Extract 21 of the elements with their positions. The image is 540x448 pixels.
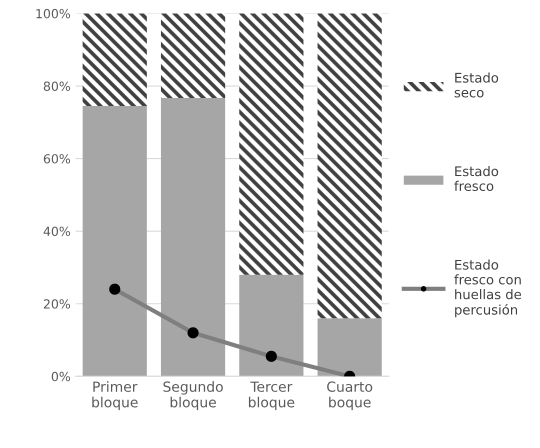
bar [318,318,382,376]
y-tick-label: 20% [44,299,70,309]
x-tick-label: Tercer bloque [248,382,294,410]
bar [160,13,226,98]
bar [160,98,226,376]
y-tick-label: 60% [44,154,70,164]
bar [82,13,147,106]
x-tick-label: Segundo bloque [163,381,223,410]
legend-label: Estado fresco [454,166,498,192]
bar [318,13,382,318]
bar [82,106,147,376]
x-tick-label: Cuarto boque [327,381,372,410]
bar [239,13,304,275]
legend-label: Estado fresco con huellas de percusión [454,260,522,318]
bar [239,274,304,376]
x-tick-label: Primer bloque [92,381,138,410]
y-tick-label: 100% [36,8,70,18]
legend-label: Estado seco [454,72,498,98]
y-tick-label: 80% [44,81,70,91]
y-tick-label: 0% [52,372,70,382]
y-tick-label: 40% [44,226,70,236]
